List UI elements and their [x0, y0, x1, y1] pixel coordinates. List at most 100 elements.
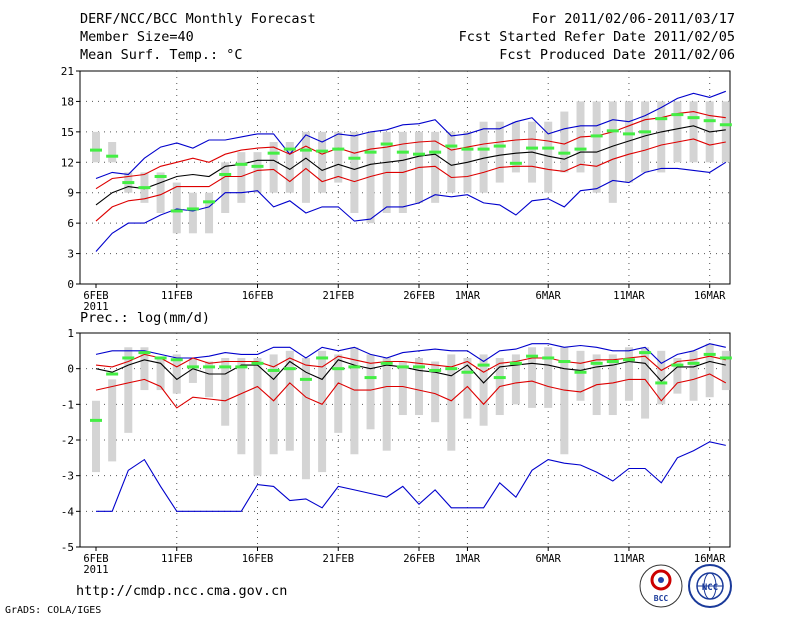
temp-median-mark — [622, 132, 635, 136]
temp-y-tick-label: 0 — [67, 278, 74, 291]
temp-y-tick-label: 6 — [67, 217, 74, 230]
temp-box — [544, 121, 553, 193]
precip-x-tick-label: 26FEB — [403, 553, 435, 565]
precip-y-tick-label: -3 — [61, 470, 74, 483]
temperature-y-ticks: 0 3 6 9 12 15 18 21 — [61, 65, 80, 291]
precip-panel-title: Prec.: log(mm/d) — [80, 310, 210, 326]
precip-box — [221, 357, 230, 426]
precip-box — [528, 347, 537, 408]
precip-upper-spread-line — [95, 353, 726, 373]
temp-upper-spread-line — [95, 111, 726, 190]
precip-x-tick-label: 6FEB — [83, 553, 108, 565]
temp-median-mark — [380, 142, 393, 146]
temp-median-mark — [396, 150, 409, 154]
temp-median-mark — [283, 147, 296, 151]
precip-median-mark — [671, 363, 684, 367]
precip-x-tick-label: 16MAR — [694, 553, 726, 565]
forecast-title: DERF/NCC/BCC Monthly Forecast — [80, 11, 316, 27]
precip-median-mark — [380, 361, 393, 365]
ncc-logo-text: NCC — [702, 583, 718, 593]
precip-median-mark — [509, 361, 522, 365]
precip-box — [415, 357, 423, 416]
precip-median-mark — [106, 372, 119, 376]
temp-box — [205, 192, 214, 234]
precip-x-tick-label: 16FEB — [242, 553, 274, 565]
temp-median-mark — [235, 162, 248, 166]
temp-box — [641, 101, 650, 173]
temp-median-mark — [251, 164, 264, 168]
precip-box — [560, 347, 569, 455]
precip-box — [205, 361, 214, 398]
temp-x-tick-label: 11MAR — [613, 290, 645, 302]
temp-y-tick-label: 9 — [67, 187, 74, 200]
precip-box — [641, 347, 650, 419]
temp-median-mark — [461, 147, 474, 151]
precip-median-mark — [445, 367, 458, 371]
precip-x-tick-label: 11MAR — [613, 553, 645, 565]
temp-box — [592, 101, 601, 193]
precip-box — [511, 354, 520, 405]
temp-box — [221, 162, 230, 213]
temp-y-tick-label: 21 — [61, 65, 74, 78]
temp-median-mark — [445, 144, 458, 148]
source-url[interactable]: http://cmdp.ncc.cma.gov.cn — [76, 583, 288, 599]
precip-y-tick-label: -5 — [61, 541, 74, 554]
temp-y-tick-label: 3 — [67, 248, 74, 261]
precip-box — [301, 357, 310, 480]
temp-box — [431, 131, 440, 203]
temperature-boxes — [92, 101, 730, 234]
precip-x-tick-label: 11FEB — [161, 553, 193, 565]
precip-median-mark — [461, 370, 474, 374]
precip-box — [108, 379, 117, 462]
precip-box — [431, 361, 440, 423]
temp-median-mark — [687, 116, 700, 120]
temp-median-mark — [219, 172, 232, 176]
precip-box — [624, 347, 633, 401]
temp-box — [447, 131, 456, 193]
precip-box — [576, 350, 585, 401]
temp-median-mark — [542, 146, 555, 150]
temp-x-tick-label: 6MAR — [536, 290, 562, 302]
temp-box — [318, 131, 327, 193]
temp-median-mark — [413, 152, 425, 156]
temp-box — [108, 142, 117, 163]
precip-x-year-label: 2011 — [83, 564, 108, 576]
precip-box — [382, 357, 391, 451]
temp-x-year-label: 2011 — [83, 301, 108, 313]
temp-median-mark — [493, 144, 506, 148]
temp-median-mark — [429, 150, 442, 154]
precip-box — [318, 350, 327, 473]
precip-box — [657, 350, 666, 405]
precip-median-mark — [316, 356, 329, 360]
temperature-lines — [95, 90, 727, 252]
precip-box — [124, 347, 133, 433]
precip-box — [721, 350, 730, 391]
temp-median-mark — [477, 147, 490, 151]
precip-box — [544, 347, 553, 408]
temp-x-tick-label: 1MAR — [455, 290, 481, 302]
precip-box — [172, 354, 181, 394]
precip-box — [398, 361, 407, 416]
temperature-panel-title: Mean Surf. Temp.: °C — [80, 47, 243, 63]
precip-box — [447, 354, 456, 451]
precip-y-tick-label: -4 — [61, 505, 75, 518]
temp-median-mark — [138, 186, 151, 190]
precip-median-mark — [687, 361, 700, 365]
precip-median-mark — [719, 356, 732, 360]
temp-box — [689, 101, 698, 163]
temp-median-mark — [106, 154, 119, 158]
precip-median-mark — [574, 370, 587, 374]
precip-x-ticks: 6FEB 11FEB 16FEB 21FEB 26FEB 1MAR 6MAR 11MAR 16M… — [83, 547, 726, 576]
temp-x-tick-label: 16FEB — [242, 290, 274, 302]
refer-date: Fcst Started Refer Date 2011/02/05 — [458, 29, 735, 45]
precip-box — [285, 350, 294, 451]
precip-median-mark — [396, 365, 409, 369]
temp-median-mark — [574, 147, 587, 151]
precip-box — [269, 354, 278, 455]
precip-median-mark — [283, 367, 296, 371]
temp-median-mark — [526, 146, 539, 150]
precip-boxes — [92, 343, 730, 480]
precip-median-mark — [526, 354, 539, 358]
temperature-x-ticks: 6FEB 11FEB 16FEB 21FEB 26FEB 1MAR 6MAR 11MAR 16M… — [83, 284, 726, 313]
precip-median-mark — [138, 351, 151, 355]
